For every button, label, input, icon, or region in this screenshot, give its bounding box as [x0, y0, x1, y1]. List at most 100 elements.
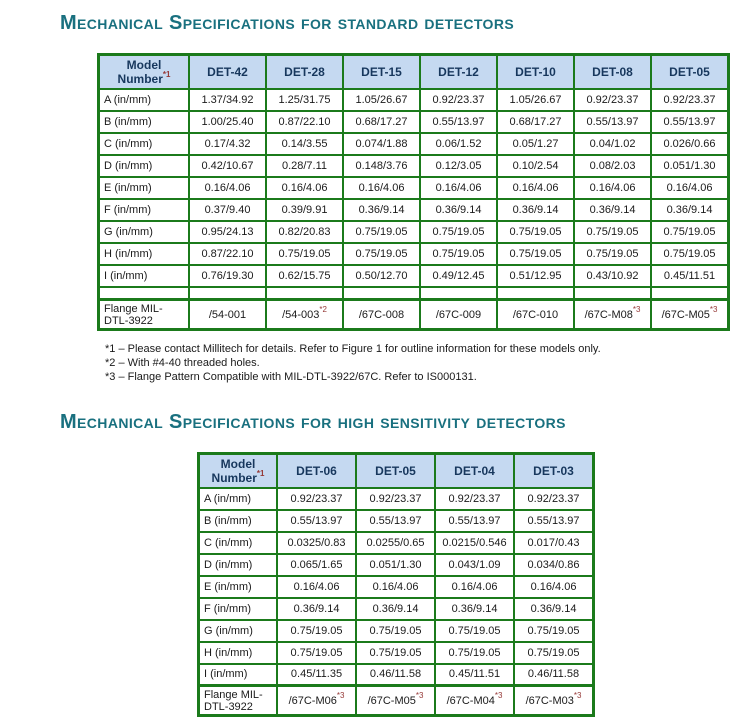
table-cell: 0.92/23.37: [276, 486, 357, 511]
table-cell: 0.55/13.97: [355, 508, 436, 533]
table-cell: 0.76/19.30: [188, 263, 267, 288]
table-cell: 0.36/9.14: [342, 197, 421, 222]
table-cell: 0.92/23.37: [573, 87, 652, 112]
table-cell: 0.16/4.06: [342, 175, 421, 200]
table-cell: 0.36/9.14: [419, 197, 498, 222]
table-cell: 0.62/15.75: [265, 263, 344, 288]
table-cell: 0.55/13.97: [276, 508, 357, 533]
row-label: A (in/mm): [97, 87, 190, 112]
table-cell: /67C-010: [496, 298, 575, 331]
footnote-marker: *3: [709, 304, 718, 314]
footnote-line: *2 – With #4-40 threaded holes.: [105, 357, 260, 369]
column-header: DET-15: [342, 53, 421, 90]
column-header: DET-10: [496, 53, 575, 90]
section-title-standard-detectors: Mechanical Specifications for standard d…: [60, 12, 515, 34]
column-header: DET-12: [419, 53, 498, 90]
table-cell: 0.026/0.66: [650, 131, 730, 156]
table-cell: 0.36/9.14: [573, 197, 652, 222]
table-cell: 0.04/1.02: [573, 131, 652, 156]
table-cell: 0.92/23.37: [650, 87, 730, 112]
table-cell: /67C-M04*3: [434, 684, 515, 717]
table-row: C (in/mm) 0.17/4.32 0.14/3.55 0.074/1.88 0.0…: [97, 131, 730, 156]
table-cell: 0.49/12.45: [419, 263, 498, 288]
table-row: E (in/mm) 0.16/4.06 0.16/4.06 0.16/4.06 0.16…: [197, 574, 595, 599]
table-cell: /67C-M05*3: [355, 684, 436, 717]
table-cell: [342, 285, 421, 301]
flange-row: Flange MIL-DTL-3922/67C-M06*3/67C-M05*3/…: [197, 684, 595, 717]
column-header: DET-42: [188, 53, 267, 90]
table-cell: 0.39/9.91: [265, 197, 344, 222]
row-label: B (in/mm): [197, 508, 278, 533]
row-label: I (in/mm): [197, 662, 278, 687]
table-row: B (in/mm) 0.55/13.97 0.55/13.97 0.55/13.97 0…: [197, 508, 595, 533]
row-label: H (in/mm): [97, 241, 190, 266]
table-cell: 0.68/17.27: [342, 109, 421, 134]
table-cell: 1.37/34.92: [188, 87, 267, 112]
table-cell: 0.16/4.06: [573, 175, 652, 200]
table-cell: 0.75/19.05: [650, 241, 730, 266]
table-row: G (in/mm) 0.75/19.05 0.75/19.05 0.75/19.05 0…: [197, 618, 595, 643]
table-cell: 0.95/24.13: [188, 219, 267, 244]
table-row: I (in/mm) 0.45/11.35 0.46/11.58 0.45/11.51 0…: [197, 662, 595, 687]
table-cell: 0.16/4.06: [419, 175, 498, 200]
table-cell: 0.043/1.09: [434, 552, 515, 577]
standard-detectors-table-wrap: Model Number*1 DET-42 DET-28 DET-15 DET-12 DE…: [97, 53, 752, 331]
table-cell: 0.55/13.97: [513, 508, 595, 533]
footnote-marker: *2: [319, 304, 327, 314]
table-cell: 0.16/4.06: [276, 574, 357, 599]
flange-row: Flange MIL-DTL-3922/54-001/54-003*2/67C-…: [97, 298, 730, 331]
table-row: D (in/mm) 0.42/10.67 0.28/7.11 0.148/3.76 0.…: [97, 153, 730, 178]
table-row: C (in/mm) 0.0325/0.83 0.0255/0.65 0.0215/0.…: [197, 530, 595, 555]
table-cell: [188, 285, 267, 301]
table-cell: 0.75/19.05: [513, 618, 595, 643]
table-cell: 0.42/10.67: [188, 153, 267, 178]
table-row: F (in/mm) 0.37/9.40 0.39/9.91 0.36/9.14 0.36…: [97, 197, 730, 222]
column-header: DET-03: [513, 452, 595, 489]
table-cell: 0.75/19.05: [496, 219, 575, 244]
table-cell: /67C-M03*3: [513, 684, 595, 717]
table-cell: [419, 285, 498, 301]
table-cell: 0.16/4.06: [650, 175, 730, 200]
table-cell: 0.55/13.97: [434, 508, 515, 533]
model-number-header: Model Number*1: [97, 53, 190, 90]
table-cell: 0.017/0.43: [513, 530, 595, 555]
table-cell: /67C-M08*3: [573, 298, 652, 331]
row-label: E (in/mm): [97, 175, 190, 200]
table-cell: 0.92/23.37: [513, 486, 595, 511]
table-row: H (in/mm) 0.75/19.05 0.75/19.05 0.75/19.05 0…: [197, 640, 595, 665]
table-cell: [650, 285, 730, 301]
table-cell: 0.75/19.05: [434, 618, 515, 643]
table-cell: 0.55/13.97: [650, 109, 730, 134]
footnote-line: *3 – Flange Pattern Compatible with MIL-…: [105, 371, 477, 383]
table-cell: 0.75/19.05: [276, 640, 357, 665]
table-cell: /54-003*2: [265, 298, 344, 331]
table-cell: 0.43/10.92: [573, 263, 652, 288]
table-cell: 0.45/11.35: [276, 662, 357, 687]
table-cell: 0.75/19.05: [265, 241, 344, 266]
table-cell: 0.17/4.32: [188, 131, 267, 156]
table-cell: 0.46/11.58: [355, 662, 436, 687]
high-sensitivity-detectors-table-wrap: Model Number*1 DET-06 DET-05 DET-04 DET-03 A …: [197, 452, 752, 717]
table-row: I (in/mm) 0.76/19.30 0.62/15.75 0.50/12.70 0…: [97, 263, 730, 288]
table-cell: 0.75/19.05: [355, 640, 436, 665]
table-cell: 0.36/9.14: [355, 596, 436, 621]
footnote-line: *1 – Please contact Millitech for detail…: [105, 343, 601, 355]
table-cell: [265, 285, 344, 301]
table-cell: 0.0215/0.546: [434, 530, 515, 555]
table-cell: 0.92/23.37: [355, 486, 436, 511]
row-label: E (in/mm): [197, 574, 278, 599]
table-cell: 0.16/4.06: [496, 175, 575, 200]
table-cell: 0.36/9.14: [276, 596, 357, 621]
column-header: DET-04: [434, 452, 515, 489]
row-label: C (in/mm): [97, 131, 190, 156]
table-cell: 0.05/1.27: [496, 131, 575, 156]
model-number-header: Model Number*1: [197, 452, 278, 489]
table-cell: 0.75/19.05: [513, 640, 595, 665]
table-cell: 0.0255/0.65: [355, 530, 436, 555]
table-cell: 0.034/0.86: [513, 552, 595, 577]
table-cell: 0.10/2.54: [496, 153, 575, 178]
row-label: Flange MIL-DTL-3922: [197, 684, 278, 717]
table-cell: 0.75/19.05: [573, 241, 652, 266]
footnote-marker: *3: [336, 690, 345, 700]
